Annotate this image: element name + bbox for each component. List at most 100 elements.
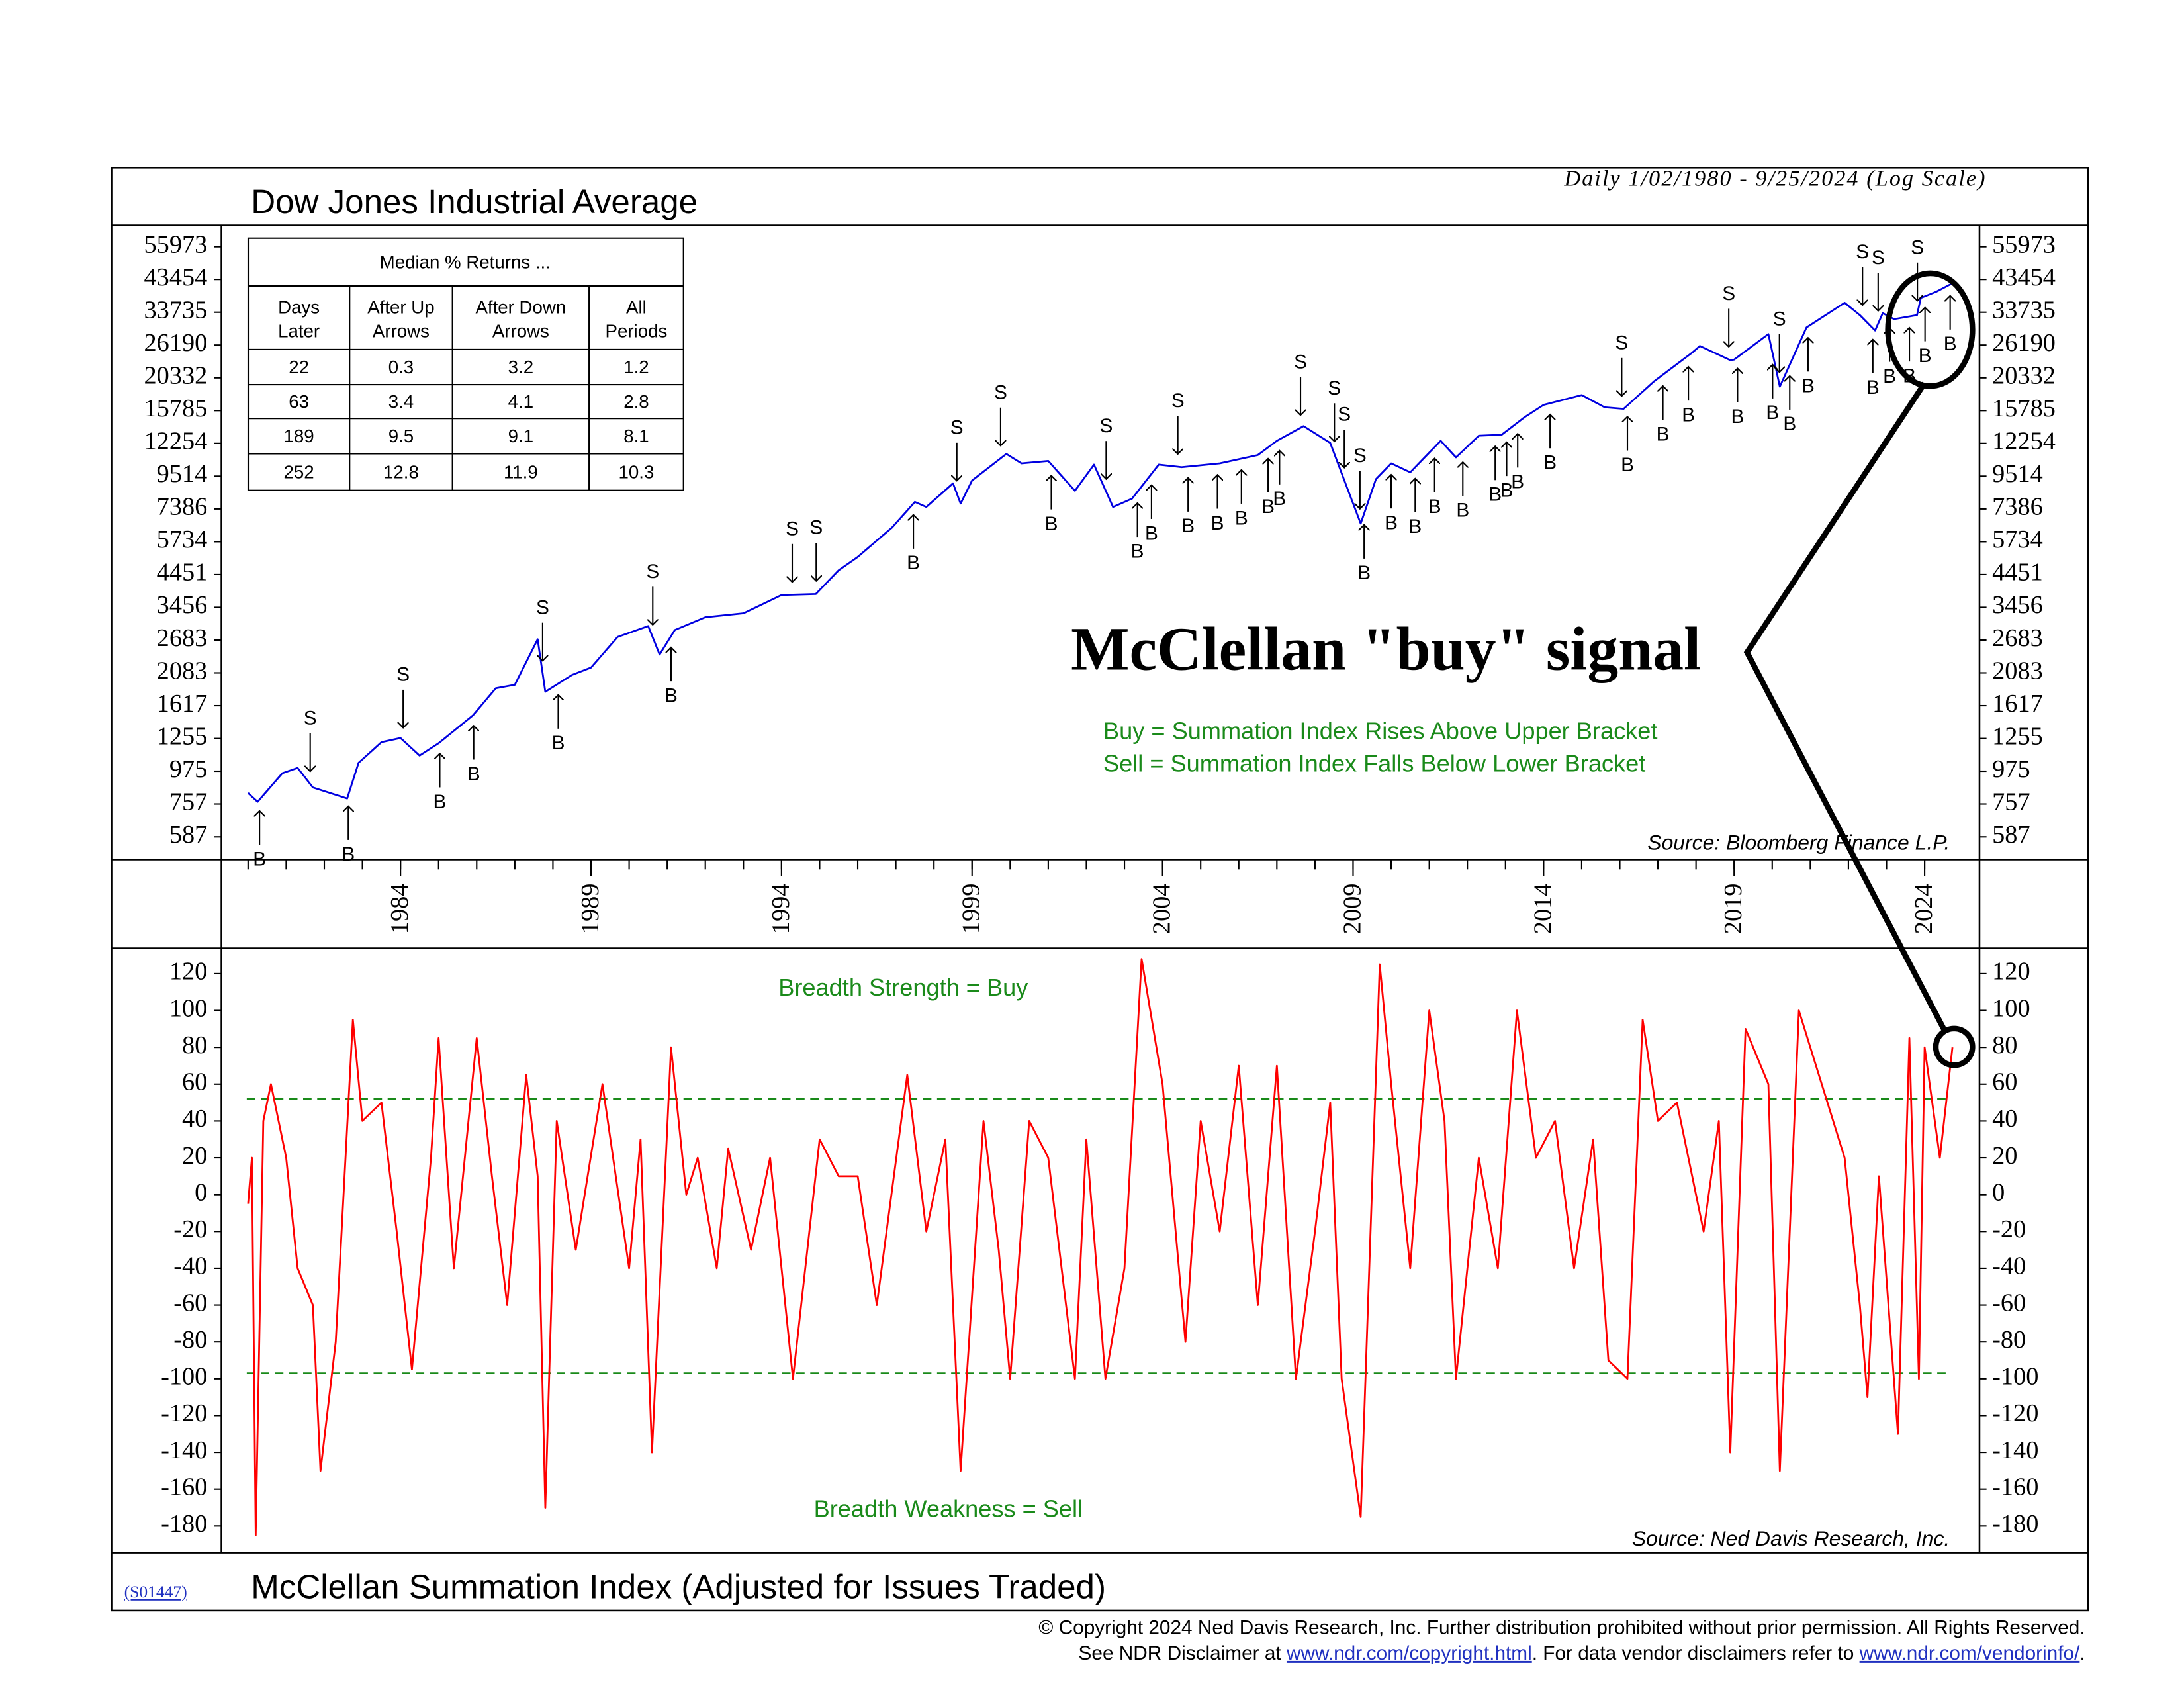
source: Source: Ned Davis Research, Inc. [1632, 1526, 1950, 1550]
table-cell: 9.1 [508, 426, 533, 446]
x-tick-label: 1999 [958, 884, 985, 935]
signal-label: B [1408, 516, 1422, 538]
table-header: Periods [606, 321, 668, 342]
signal-label: S [1328, 377, 1341, 399]
y-tick-label: 975 [169, 755, 207, 783]
signal-label: B [1273, 488, 1286, 510]
y-tick-label: -160 [161, 1473, 207, 1501]
table-cell: 8.1 [623, 426, 649, 446]
table-cell: 1.2 [623, 357, 649, 377]
signal-label: S [646, 561, 659, 583]
table-header: All [626, 297, 647, 317]
signal-label: B [1866, 377, 1880, 399]
note: Breadth Weakness = Sell [814, 1495, 1083, 1522]
y-tick-label: 5734 [1992, 526, 2043, 553]
signal-label: S [1294, 351, 1307, 373]
y-tick-label: 43454 [1992, 263, 2056, 291]
table-title: Median % Returns ... [380, 252, 551, 272]
signal-label: B [1181, 515, 1195, 537]
y-tick-label: -60 [173, 1289, 207, 1317]
y-tick-label: -60 [1992, 1289, 2026, 1317]
table-cell: 3.4 [388, 391, 414, 412]
signal-label: S [786, 518, 799, 539]
y-tick-label: 587 [169, 821, 207, 849]
data-line [247, 958, 1954, 1536]
y-tick-label: 4451 [1992, 559, 2043, 586]
link[interactable]: www.ndr.com/copyright.html [1286, 1642, 1532, 1664]
y-tick-label: 43454 [144, 263, 208, 291]
link[interactable]: www.ndr.com/vendorinfo/ [1859, 1642, 2080, 1664]
table-border [247, 237, 684, 491]
table-cell: 10.3 [619, 462, 655, 483]
y-tick-label: 4451 [157, 559, 208, 586]
y-tick-label: 33735 [144, 297, 208, 324]
x-tick-label: 1989 [576, 884, 604, 935]
signal-label: B [253, 848, 266, 870]
signal-label: S [1773, 308, 1786, 330]
y-tick-label: -120 [1992, 1399, 2038, 1427]
signal-label: B [1543, 452, 1557, 474]
signal-label: B [1883, 365, 1896, 387]
table-header: Arrows [492, 321, 549, 342]
y-tick-label: 1617 [1992, 690, 2043, 718]
y-tick-label: 9514 [1992, 460, 2043, 488]
data-line [247, 282, 1953, 803]
signal-label: S [1099, 415, 1113, 437]
signal-label: B [1385, 512, 1398, 534]
y-tick-label: -40 [1992, 1252, 2026, 1280]
disclaimer: See NDR Disclaimer at www.ndr.com/copyri… [1079, 1642, 2085, 1664]
y-tick-label: 0 [195, 1178, 207, 1206]
table-cell: 11.9 [504, 462, 538, 483]
signal-label: S [994, 381, 1007, 403]
chart-subtitle: Daily 1/02/1980 - 9/25/2024 (Log Scale) [1564, 166, 1987, 191]
y-tick-label: 26190 [144, 329, 208, 357]
y-tick-label: -20 [1992, 1215, 2026, 1243]
y-tick-label: 975 [1992, 755, 2030, 783]
signal-label: S [1353, 445, 1367, 467]
y-tick-label: 26190 [1992, 329, 2056, 357]
y-tick-label: 3456 [1992, 591, 2043, 619]
x-tick-label: 2024 [1910, 884, 1938, 935]
table-cell: 3.2 [508, 357, 533, 377]
y-tick-label: -100 [1992, 1363, 2038, 1391]
y-tick-label: -80 [173, 1326, 207, 1354]
signal-label: B [467, 763, 480, 785]
y-tick-label: 2683 [157, 624, 208, 652]
signal-label: B [1944, 333, 1957, 355]
y-tick-label: -160 [1992, 1473, 2038, 1501]
table-header: Days [278, 297, 320, 317]
signal-label: B [1500, 479, 1514, 501]
chart-title: McClellan Summation Index (Adjusted for … [251, 1568, 1106, 1606]
chart-code[interactable]: (S01447) [124, 1582, 187, 1601]
source: Source: Bloomberg Finance L.P. [1647, 830, 1950, 854]
y-tick-label: 120 [169, 958, 207, 986]
signal-label: S [1615, 332, 1628, 353]
table-cell: 12.8 [383, 462, 419, 483]
y-tick-label: 7386 [157, 493, 208, 521]
signal-label: B [1621, 454, 1634, 476]
y-tick-label: 9514 [157, 460, 208, 488]
signal-label: S [304, 707, 317, 729]
signal-label: B [664, 684, 678, 706]
y-tick-label: 12254 [144, 428, 208, 455]
y-tick-label: 80 [182, 1031, 207, 1059]
signal-label: S [950, 416, 964, 438]
y-tick-label: -80 [1992, 1326, 2026, 1354]
signal-label: B [1235, 507, 1248, 529]
y-tick-label: -140 [1992, 1436, 2038, 1464]
y-tick-label: 20332 [1992, 362, 2056, 390]
y-tick-label: 3456 [157, 591, 208, 619]
y-tick-label: 2083 [157, 657, 208, 684]
chart-title: Dow Jones Industrial Average [251, 183, 698, 220]
signal-label: B [1488, 484, 1502, 506]
y-tick-label: 60 [1992, 1068, 2017, 1096]
signal-label: S [1911, 236, 1924, 258]
callout-circle [1933, 1025, 1976, 1068]
y-tick-label: -120 [161, 1399, 207, 1427]
table-cell: 0.3 [388, 357, 414, 377]
y-tick-label: 20 [1992, 1142, 2017, 1170]
disclaimer-text: See NDR Disclaimer at [1079, 1642, 1287, 1664]
plots: 55973 55973 43454 43454 33735 33735 26190 26190… [144, 230, 2056, 1538]
